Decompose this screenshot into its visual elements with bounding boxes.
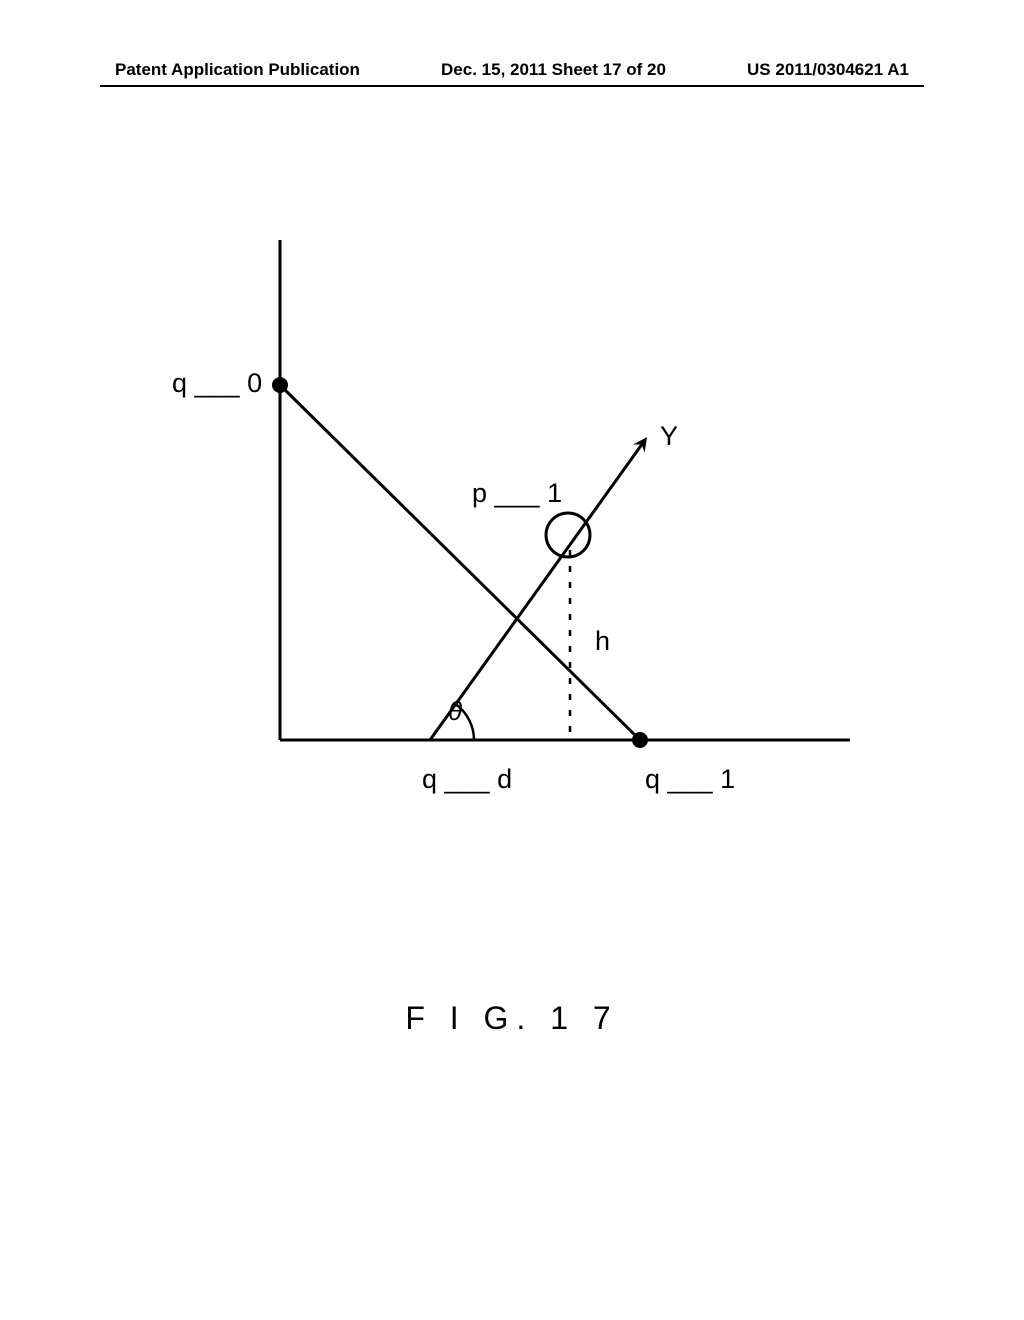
svg-text:q ___ d: q ___ d <box>422 764 512 794</box>
header-date-sheet: Dec. 15, 2011 Sheet 17 of 20 <box>441 60 666 80</box>
svg-text:q ___ 0: q ___ 0 <box>172 368 262 398</box>
page-header: Patent Application Publication Dec. 15, … <box>0 60 1024 80</box>
svg-text:θ: θ <box>448 696 462 726</box>
figure-label: F I G. 1 7 <box>0 1000 1024 1037</box>
header-divider <box>100 85 924 87</box>
svg-text:h: h <box>595 626 610 656</box>
svg-text:Y: Y <box>660 421 678 451</box>
svg-text:p ___ 1: p ___ 1 <box>472 478 562 508</box>
header-publication-type: Patent Application Publication <box>115 60 360 80</box>
svg-text:q ___ 1: q ___ 1 <box>645 764 735 794</box>
header-publication-number: US 2011/0304621 A1 <box>747 60 909 80</box>
geometric-diagram: Yh θ q ___ 0 q ___ 1 q ___ d p ___ 1 <box>150 240 850 840</box>
